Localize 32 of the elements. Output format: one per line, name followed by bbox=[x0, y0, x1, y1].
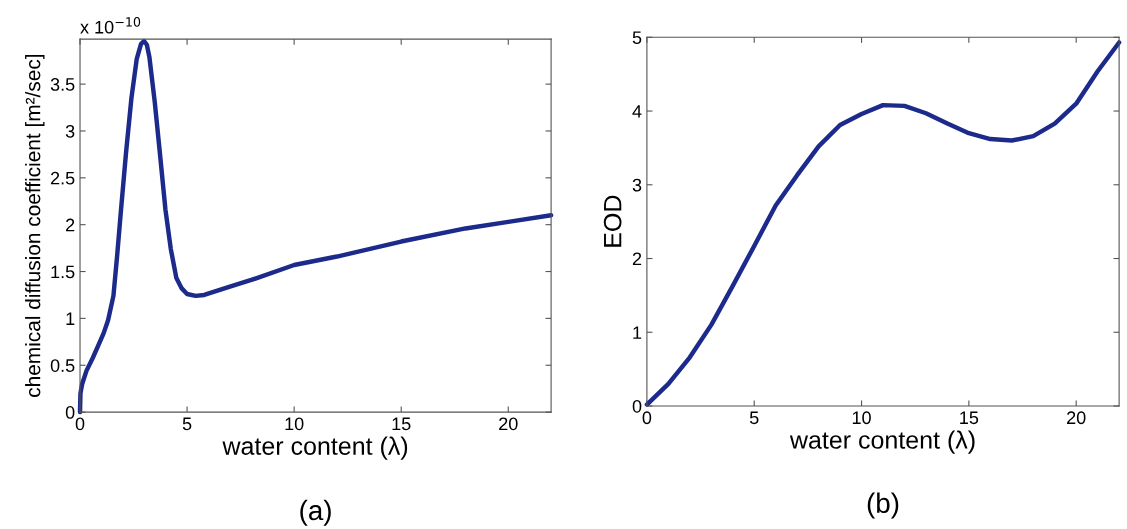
y-tick-label: 1 bbox=[66, 312, 75, 325]
text: (b) bbox=[867, 492, 899, 519]
x-tick-label: 5 bbox=[182, 417, 192, 431]
y-tick-label: 1.5 bbox=[51, 265, 75, 279]
x-tick-label: 0 bbox=[642, 411, 652, 425]
line-series bbox=[77, 38, 554, 415]
y-tick-label: 2 bbox=[632, 252, 642, 266]
y-tick-label: 2 bbox=[66, 218, 75, 232]
x-axis-title: water content (λ) bbox=[222, 436, 408, 460]
x-tick-label: 10 bbox=[285, 417, 304, 431]
x-tick-label: 15 bbox=[960, 411, 979, 425]
y-axis-title: EOD bbox=[603, 195, 622, 247]
y-tick-label: 3.5 bbox=[50, 78, 75, 91]
x-axis-title: water content (λ) bbox=[789, 430, 975, 454]
x-tick-label: 20 bbox=[1067, 411, 1086, 425]
y-tick-label: 0.5 bbox=[50, 359, 75, 372]
x-tick-label: 15 bbox=[392, 417, 411, 431]
y-tick-label: 4 bbox=[632, 105, 642, 118]
y-tick-label: 5 bbox=[632, 31, 642, 45]
y-tick-label: 2.5 bbox=[50, 171, 75, 185]
text: (a) bbox=[300, 499, 331, 526]
text: x 10$^{−10}$ bbox=[80, 17, 141, 34]
y-tick-label: 3 bbox=[632, 178, 642, 192]
y-tick-label: 3 bbox=[65, 124, 75, 138]
line-series bbox=[644, 40, 1122, 407]
x-tick-label: 20 bbox=[499, 417, 518, 431]
y-tick-label: 1 bbox=[633, 326, 642, 339]
x-tick-label: 10 bbox=[852, 411, 871, 425]
y-axis-title: chemical diffusion coefficient [m²/sec] bbox=[25, 54, 45, 397]
y-tick-label: 0 bbox=[632, 399, 642, 413]
x-tick-label: 0 bbox=[75, 417, 85, 431]
x-tick-label: 5 bbox=[749, 411, 759, 425]
